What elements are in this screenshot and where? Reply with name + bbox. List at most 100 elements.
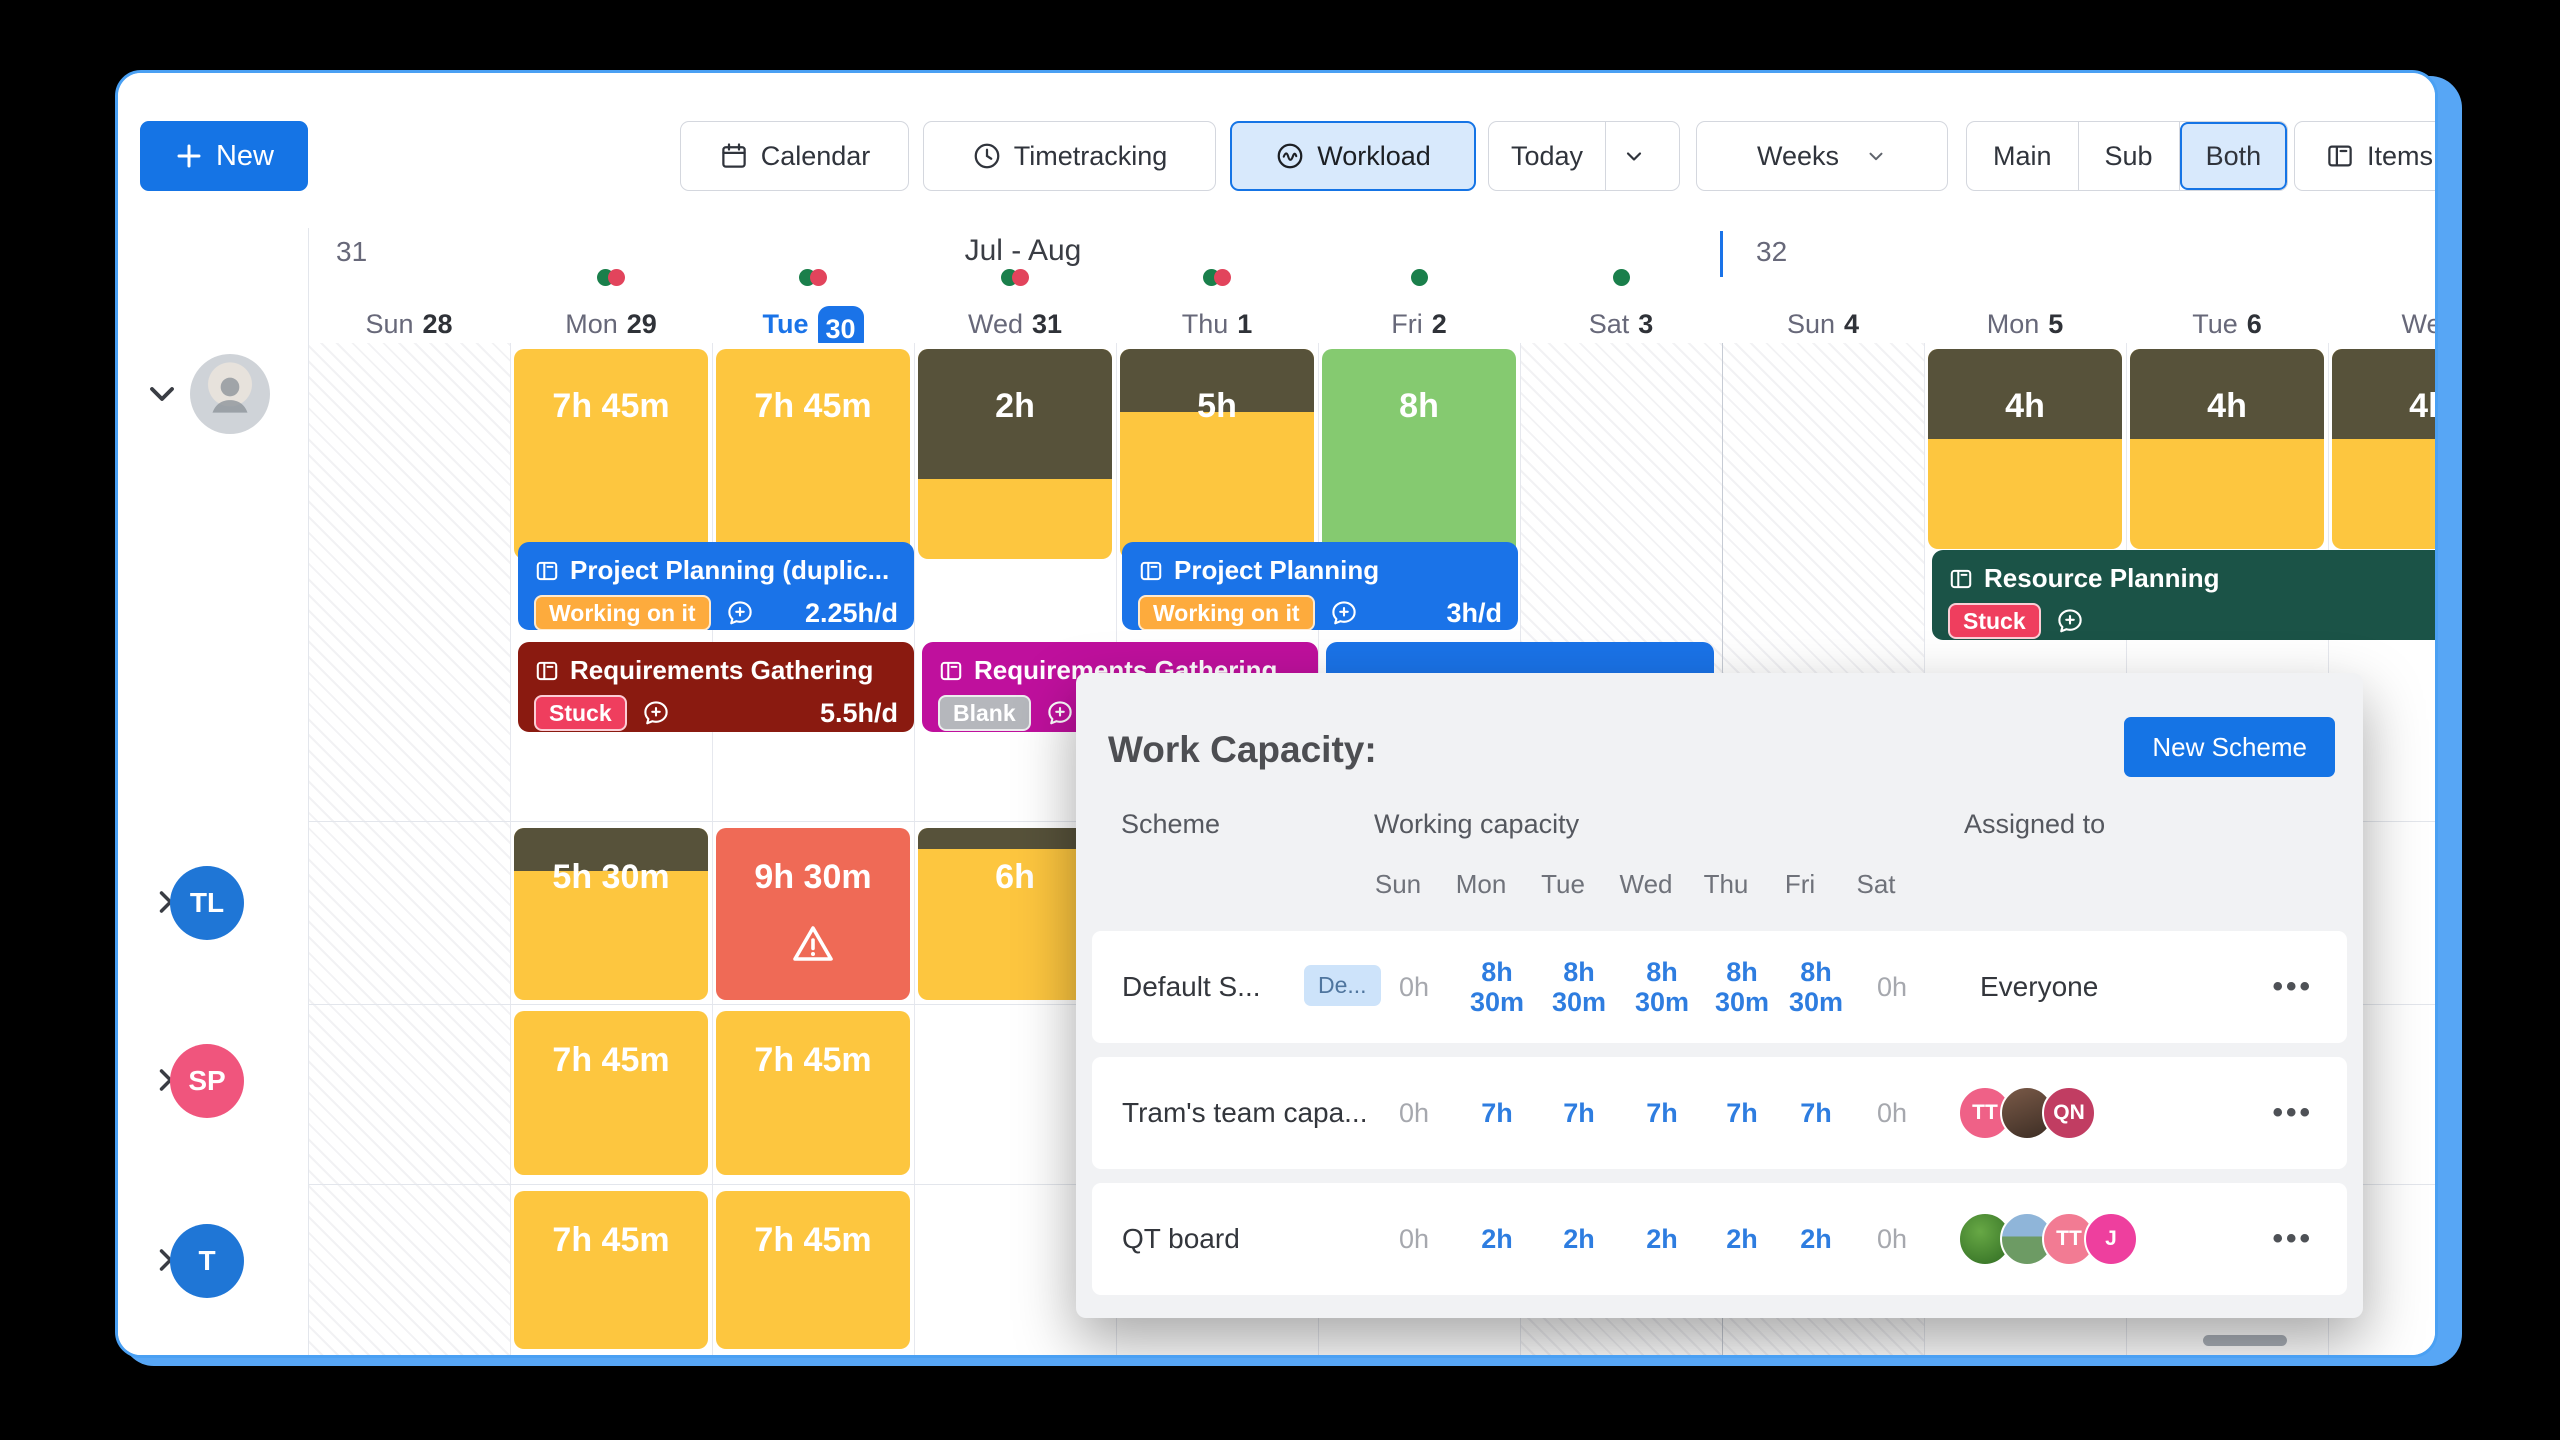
workload-bar[interactable]: 7h 45m — [716, 349, 910, 559]
segment-sub[interactable]: Sub — [2079, 122, 2180, 190]
app-window: New Calendar Timetracking Workload Today — [115, 70, 2438, 1358]
avatar-J[interactable]: J — [2084, 1212, 2138, 1266]
task-card-project-planning-duplicate[interactable]: Project Planning (duplic... Working on i… — [518, 542, 914, 630]
row-menu-button[interactable]: ••• — [2272, 1222, 2313, 1255]
person-avatar-T[interactable]: T — [170, 1224, 244, 1298]
week-number-left: 31 — [336, 236, 368, 267]
day-header-fri2[interactable]: Fri 2 — [1391, 308, 1447, 339]
today-dropdown-arrow[interactable] — [1606, 122, 1662, 190]
weekend-column — [308, 343, 510, 1355]
status-badge[interactable]: Working on it — [534, 595, 711, 630]
task-card-requirements-gathering[interactable]: Requirements Gathering Stuck 5.5h/d — [518, 642, 914, 732]
avatar-QN[interactable]: QN — [2042, 1086, 2096, 1140]
workload-bar[interactable]: 7h 45m — [716, 1191, 910, 1349]
workload-bar[interactable]: 4h — [1928, 349, 2122, 549]
task-card-resource-planning[interactable]: Resource Planning Stuck — [1932, 550, 2435, 640]
workload-bar[interactable]: 2h — [918, 349, 1112, 559]
day-header-sun28[interactable]: Sun 28 — [365, 308, 453, 339]
workload-bar[interactable]: 7h 45m — [716, 1011, 910, 1175]
workload-bar[interactable]: 4h — [2332, 349, 2435, 549]
workload-bar[interactable]: 7h 45m — [514, 1011, 708, 1175]
calendar-icon — [721, 143, 746, 168]
new-button[interactable]: New — [140, 121, 308, 191]
day-dots — [510, 269, 712, 286]
add-update-icon[interactable] — [1045, 698, 1075, 728]
column-header-assigned: Assigned to — [1964, 809, 2106, 839]
week-number-right: 32 — [1756, 236, 1788, 267]
view-tab-workload[interactable]: Workload — [1230, 121, 1476, 191]
workload-bar[interactable]: 5h — [1120, 349, 1314, 559]
person-avatar-TL[interactable]: TL — [170, 866, 244, 940]
day-dots — [1318, 269, 1520, 286]
new-scheme-button[interactable]: New Scheme — [2124, 717, 2335, 777]
day-header-wed7[interactable]: Wed — [2401, 308, 2435, 339]
day-dots — [1520, 269, 1722, 286]
board-icon — [1950, 569, 1972, 588]
day-header-wed31[interactable]: Wed 31 — [967, 308, 1063, 339]
red-dot-icon — [1214, 269, 1231, 286]
view-tab-calendar[interactable]: Calendar — [680, 121, 909, 191]
person-avatar-photo[interactable] — [190, 354, 270, 434]
day-dots — [712, 269, 914, 286]
range-dropdown[interactable]: Weeks — [1696, 121, 1948, 191]
status-badge[interactable]: Working on it — [1138, 595, 1315, 630]
assigned-avatars: TT J — [1958, 1212, 2138, 1266]
board-icon — [1140, 561, 1162, 580]
add-update-icon[interactable] — [725, 598, 755, 628]
warning-icon — [716, 920, 910, 968]
green-dot-icon — [1612, 269, 1630, 286]
scheme-row-qt-board[interactable]: QT board 0h 2h 2h 2h 2h 2h 0h TT J ••• — [1092, 1183, 2347, 1295]
day-col-wed: Wed — [1619, 869, 1673, 899]
day-header-thu1[interactable]: Thu 1 — [1181, 308, 1253, 339]
status-badge[interactable]: Stuck — [534, 695, 627, 731]
horizontal-scrollbar-thumb[interactable] — [2203, 1335, 2287, 1346]
workload-bar[interactable]: 7h 45m — [514, 1191, 708, 1349]
workload-bar[interactable]: 4h — [2130, 349, 2324, 549]
workload-bar-overloaded[interactable]: 9h 30m — [716, 828, 910, 1000]
workload-bar[interactable]: 7h 45m — [514, 349, 708, 559]
default-badge: De... — [1304, 965, 1381, 1006]
day-header-sat3[interactable]: Sat 3 — [1588, 308, 1654, 339]
day-header-tue6[interactable]: Tue 6 — [2192, 308, 2262, 339]
status-badge[interactable]: Stuck — [1948, 603, 2041, 639]
day-col-thu: Thu — [1703, 869, 1749, 899]
modal-title: Work Capacity: — [1108, 729, 1377, 770]
week-divider-tick — [1720, 231, 1723, 277]
board-icon — [940, 661, 962, 680]
day-col-sun: Sun — [1374, 869, 1422, 899]
toolbar: New Calendar Timetracking Workload Today — [118, 73, 2435, 229]
month-range-label: Jul - Aug — [964, 234, 1082, 267]
day-header-tue30-selected[interactable]: Tue 30 — [712, 305, 914, 352]
scheme-row-trams-team[interactable]: Tram's team capa... 0h 7h 7h 7h 7h 7h 0h… — [1092, 1057, 2347, 1169]
row-menu-button[interactable]: ••• — [2272, 1096, 2313, 1129]
status-badge[interactable]: Blank — [938, 695, 1031, 731]
assigned-everyone: Everyone — [1980, 971, 2099, 1002]
add-update-icon[interactable] — [2055, 606, 2085, 636]
green-dot-icon — [1410, 269, 1428, 286]
view-tab-timetracking[interactable]: Timetracking — [923, 121, 1216, 191]
clock-icon — [974, 143, 1000, 169]
column-header-capacity: Working capacity — [1374, 809, 1580, 839]
segment-main[interactable]: Main — [1967, 122, 2079, 190]
scheme-row-default[interactable]: Default S... De... 0h 8h 30m 8h 30m 8h 30m … — [1092, 931, 2347, 1043]
red-dot-icon — [608, 269, 625, 286]
day-header-mon29[interactable]: Mon 29 — [565, 308, 657, 339]
day-col-sat: Sat — [1856, 869, 1896, 899]
workload-bar[interactable]: 5h 30m — [514, 828, 708, 1000]
row-menu-button[interactable]: ••• — [2272, 970, 2313, 1003]
task-card-project-planning[interactable]: Project Planning Working on it 3h/d — [1122, 542, 1518, 630]
column-header-scheme: Scheme — [1121, 809, 1221, 839]
add-update-icon[interactable] — [1329, 598, 1359, 628]
items-button[interactable]: Items — [2294, 121, 2435, 191]
today-split-button: Today — [1488, 121, 1680, 191]
today-button[interactable]: Today — [1511, 140, 1584, 171]
workload-bar[interactable]: 8h — [1322, 349, 1516, 559]
main-sub-both-toggle: Main Sub Both — [1966, 121, 2289, 191]
collapse-row-chevron[interactable] — [142, 374, 182, 419]
add-update-icon[interactable] — [641, 698, 671, 728]
segment-both[interactable]: Both — [2179, 122, 2288, 190]
day-header-mon5[interactable]: Mon 5 — [1986, 308, 2064, 339]
avatar-TT[interactable]: TT — [1958, 1086, 2012, 1140]
day-header-sun4[interactable]: Sun 4 — [1786, 308, 1860, 339]
person-avatar-SP[interactable]: SP — [170, 1044, 244, 1118]
